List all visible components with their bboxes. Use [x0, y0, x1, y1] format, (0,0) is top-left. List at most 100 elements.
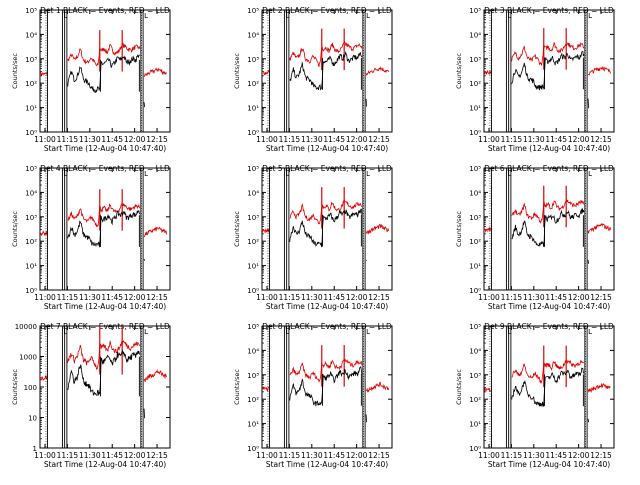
y-tick-label: 10³	[247, 56, 259, 64]
x-tick-label: 11:45	[323, 135, 345, 144]
legend-marker: L	[366, 328, 370, 336]
lld-series-line	[143, 369, 167, 383]
y-tick-label: 10⁴	[469, 189, 481, 197]
legend-marker: L	[63, 328, 67, 336]
plot-frame	[483, 167, 615, 291]
panel-title: Det 9 BLACK = Events, RED = LLD	[484, 322, 614, 331]
legend-marker: L	[588, 12, 592, 20]
x-tick-label: 11:45	[545, 451, 567, 460]
x-tick-label: 12:00	[346, 293, 368, 302]
panel-title: Det 4 BLACK = Events, RED = LLD	[40, 164, 170, 173]
lld-series-line	[365, 223, 389, 235]
x-tick-label: 11:00	[478, 293, 500, 302]
x-tick-label: 12:00	[346, 451, 368, 460]
x-tick-label: 11:15	[279, 451, 301, 460]
legend-marker: L	[144, 328, 148, 336]
legend-marker: L	[144, 12, 148, 20]
plot-frame	[261, 9, 393, 133]
x-tick-label: 11:45	[545, 135, 567, 144]
events-series-line	[587, 418, 589, 423]
y-axis-label: Counts/sec	[233, 369, 241, 405]
x-tick-label: 11:30	[301, 293, 323, 302]
y-tick-label: 10²	[25, 80, 37, 88]
lld-series-line	[484, 69, 492, 75]
plot-frame	[483, 9, 615, 133]
x-tick-label: 11:30	[523, 293, 545, 302]
y-tick-label: 100	[24, 384, 37, 392]
x-tick-label: 11:00	[256, 451, 278, 460]
legend-marker: L	[285, 328, 289, 336]
x-tick-label: 11:30	[523, 135, 545, 144]
y-axis-label: Counts/sec	[455, 211, 463, 247]
events-series-line	[143, 258, 145, 261]
y-tick-label: 10⁵	[247, 165, 259, 173]
x-tick-label: 11:45	[101, 293, 123, 302]
x-tick-label: 12:00	[568, 135, 590, 144]
y-axis-label: Counts/sec	[11, 211, 19, 247]
lld-series-line	[289, 199, 363, 225]
panel-title: Det 2 BLACK = Events, RED = LLD	[262, 6, 392, 15]
y-axis-label: Counts/sec	[233, 211, 241, 247]
y-axis-label: Counts/sec	[455, 53, 463, 89]
x-tick-label: 12:15	[368, 293, 390, 302]
x-tick-label: 12:15	[368, 451, 390, 460]
x-tick-label: 11:15	[57, 451, 79, 460]
x-tick-label: 11:00	[34, 293, 56, 302]
events-series-line	[143, 408, 145, 419]
y-tick-label: 10⁰	[469, 129, 481, 137]
y-tick-label: 10⁴	[247, 31, 259, 39]
x-axis-label: Start Time (12-Aug-04 10:47:40)	[488, 302, 610, 311]
y-tick-label: 10³	[247, 214, 259, 222]
lld-series-line	[511, 41, 585, 66]
x-tick-label: 12:00	[124, 451, 146, 460]
events-series-line	[289, 50, 363, 91]
y-tick-label: 10⁵	[25, 165, 37, 173]
x-tick-label: 11:45	[545, 293, 567, 302]
lld-series-line	[67, 338, 141, 370]
y-tick-label: 10¹	[469, 105, 481, 113]
lld-series-line	[484, 387, 492, 393]
y-tick-label: 10⁰	[469, 445, 481, 453]
plot-frame	[483, 325, 615, 449]
lld-series-line	[143, 67, 167, 78]
x-axis-label: Start Time (12-Aug-04 10:47:40)	[266, 302, 388, 311]
events-series-line	[587, 259, 589, 264]
plot-frame	[39, 325, 171, 449]
y-tick-label: 10³	[469, 214, 481, 222]
lld-series-line	[40, 229, 48, 236]
y-tick-label: 10³	[247, 372, 259, 380]
y-tick-label: 10²	[247, 396, 259, 404]
x-axis-label: Start Time (12-Aug-04 10:47:40)	[266, 144, 388, 153]
events-series-line	[67, 210, 141, 248]
y-tick-label: 10⁵	[25, 7, 37, 15]
y-axis-label: Counts/sec	[233, 53, 241, 89]
y-tick-label: 10⁴	[469, 31, 481, 39]
y-tick-label: 10²	[469, 238, 481, 246]
legend-marker: L	[507, 170, 511, 178]
lld-series-line	[67, 202, 141, 227]
x-tick-label: 11:30	[301, 451, 323, 460]
x-tick-label: 11:30	[301, 135, 323, 144]
x-tick-label: 12:00	[346, 135, 368, 144]
y-tick-label: 10⁴	[469, 347, 481, 355]
y-tick-label: 1	[33, 445, 37, 453]
y-tick-label: 10000	[15, 323, 37, 331]
y-tick-label: 10³	[25, 56, 37, 64]
x-tick-label: 11:45	[323, 451, 345, 460]
y-tick-label: 10⁴	[247, 347, 259, 355]
lld-series-line	[40, 374, 48, 381]
x-tick-label: 12:00	[124, 293, 146, 302]
y-tick-label: 10¹	[25, 105, 37, 113]
x-tick-label: 11:45	[101, 135, 123, 144]
events-series-line	[587, 98, 589, 109]
y-tick-label: 10¹	[247, 421, 259, 429]
legend-marker: L	[366, 170, 370, 178]
x-tick-label: 11:00	[478, 135, 500, 144]
